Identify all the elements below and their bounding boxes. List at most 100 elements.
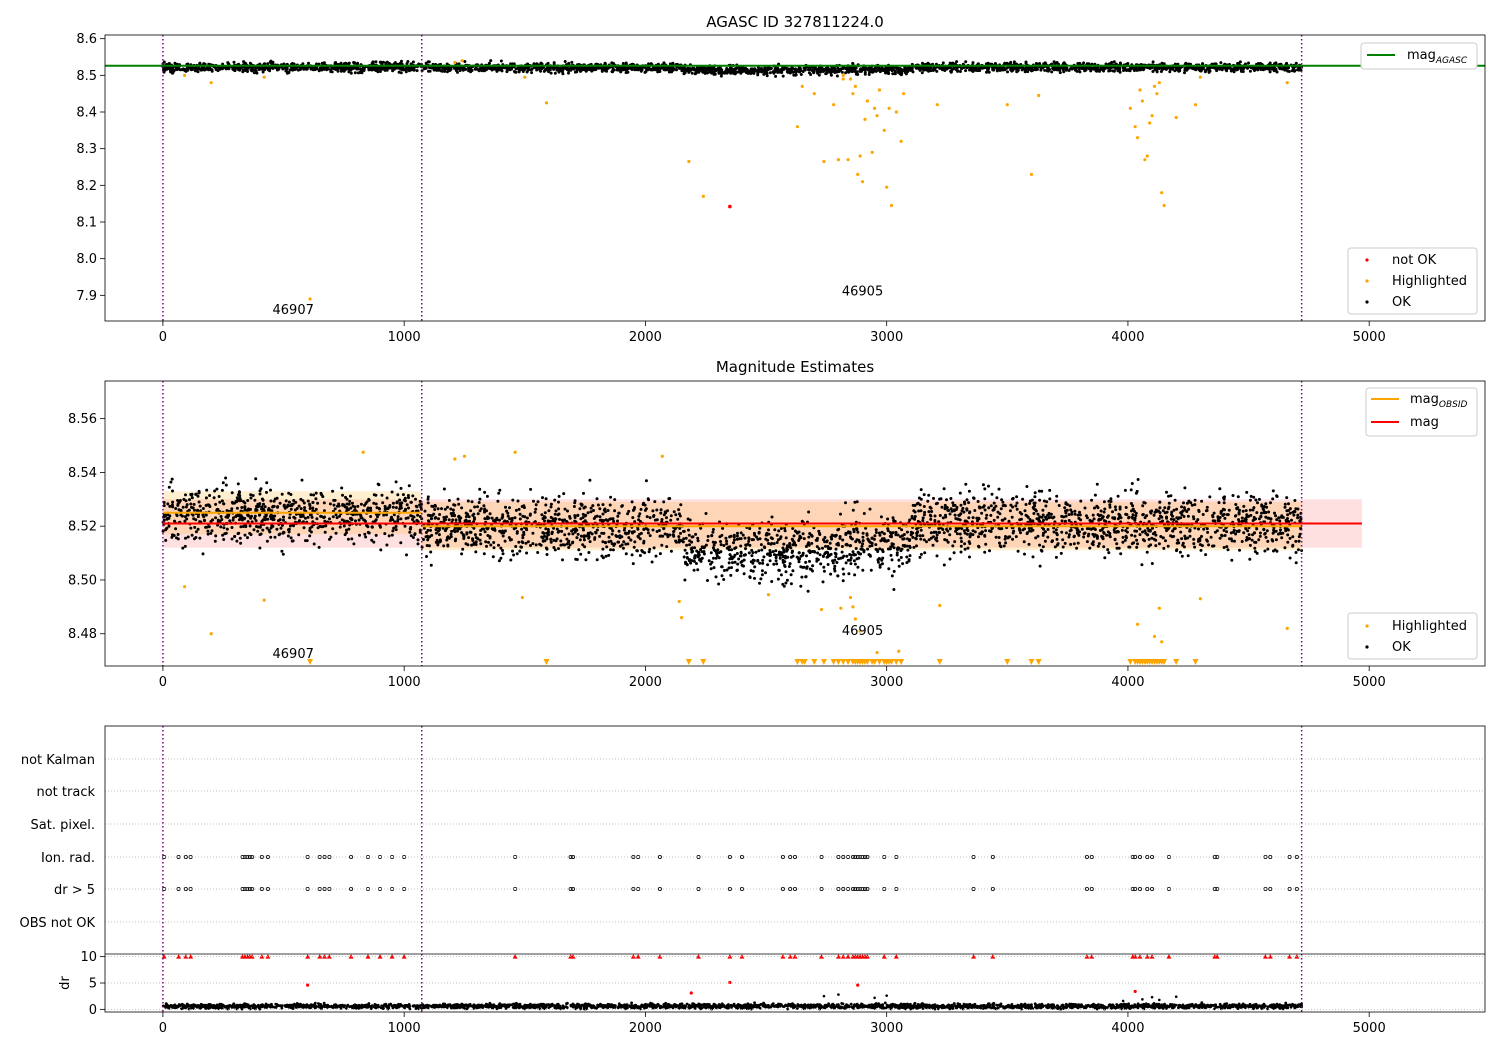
ok-point (471, 513, 475, 517)
ok-point (483, 490, 487, 494)
ok-point (521, 541, 525, 545)
ok-point (277, 533, 281, 537)
ok-point (812, 71, 816, 75)
ok-point (552, 61, 556, 65)
ok-point (423, 509, 427, 513)
highlighted-point (899, 139, 903, 143)
ok-point (515, 531, 519, 535)
ok-point (517, 540, 521, 544)
ok-point (960, 67, 963, 71)
ok-point (549, 505, 553, 509)
ok-point (408, 530, 412, 534)
ok-point (323, 519, 327, 523)
ok-point (687, 533, 691, 537)
ok-point (309, 493, 313, 497)
ok-point (414, 497, 417, 501)
ok-point (752, 559, 756, 563)
ok-point (443, 507, 447, 511)
ok-point (770, 580, 774, 583)
ok-point (480, 67, 484, 70)
ok-point (685, 551, 689, 555)
ok-point (712, 566, 716, 570)
ok-point (242, 500, 246, 504)
ok-point (1213, 62, 1217, 66)
ok-point (387, 534, 391, 538)
ok-point (446, 535, 450, 539)
ok-point (1117, 66, 1121, 70)
ok-point (1297, 67, 1301, 71)
ok-point (798, 70, 802, 74)
ok-point (677, 508, 681, 512)
ok-point (730, 548, 734, 552)
ok-point (563, 518, 567, 522)
ok-point (438, 513, 442, 516)
ok-point (608, 503, 612, 507)
ok-point (238, 494, 242, 498)
ok-point (485, 494, 489, 498)
ok-point (696, 568, 700, 572)
ok-point (759, 577, 763, 581)
ok-point (503, 539, 507, 543)
ok-point (754, 550, 758, 554)
ok-point (256, 529, 260, 533)
highlighted-point (901, 92, 906, 96)
ok-point (174, 66, 178, 70)
ok-point (719, 543, 723, 547)
ok-point (249, 496, 253, 500)
ok-point (690, 71, 694, 75)
ok-point (776, 70, 780, 74)
ok-point (635, 549, 639, 553)
ok-point (393, 66, 397, 70)
ok-point (568, 516, 572, 520)
ok-point (405, 553, 408, 557)
ok-point (1150, 66, 1154, 70)
ok-point (741, 66, 745, 70)
ok-point (201, 552, 205, 556)
ok-point (709, 551, 713, 555)
ok-point (791, 569, 795, 573)
ok-point (230, 526, 234, 529)
panel1-xtick-label: 5000 (1353, 330, 1386, 345)
ok-point (336, 69, 340, 73)
ok-point (167, 485, 171, 489)
ok-point (781, 74, 785, 78)
ok-point (529, 487, 533, 491)
ok-point (684, 536, 688, 540)
ok-point (314, 497, 318, 501)
ok-point (215, 487, 219, 491)
highlighted-point (453, 60, 457, 65)
ok-point (289, 536, 293, 540)
ok-point (451, 508, 455, 512)
ok-point (176, 533, 180, 536)
ok-point (1293, 69, 1297, 73)
ok-point (791, 549, 794, 553)
ok-point (260, 497, 264, 501)
ok-point (258, 525, 262, 529)
ok-point (550, 531, 554, 535)
ok-point (216, 69, 220, 73)
ok-point (520, 545, 523, 549)
ok-point (753, 67, 757, 71)
ok-point (426, 538, 430, 542)
ok-point (204, 504, 208, 507)
ok-point (514, 545, 518, 548)
ok-point (616, 519, 619, 523)
ok-point (190, 496, 194, 500)
ok-point (729, 70, 733, 74)
ok-point (486, 527, 489, 531)
ok-point (675, 540, 678, 544)
ok-point (319, 491, 323, 495)
ok-point (376, 70, 380, 74)
ok-point (794, 543, 798, 547)
ok-point (344, 495, 347, 499)
ok-point (756, 559, 760, 563)
ok-point (311, 501, 315, 504)
ok-point (642, 539, 646, 543)
ok-point (735, 534, 739, 538)
ok-point (177, 500, 181, 504)
ok-point (819, 562, 823, 566)
ok-point (833, 567, 836, 571)
ok-point (506, 511, 510, 515)
ok-point (376, 67, 380, 71)
ok-point (514, 508, 518, 512)
